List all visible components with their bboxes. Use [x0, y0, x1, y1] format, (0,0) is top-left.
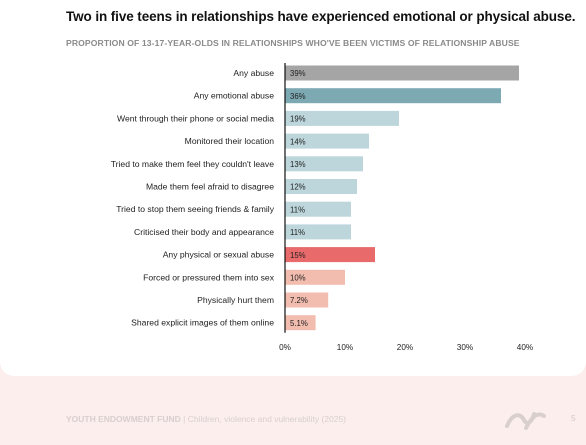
bar: [285, 247, 375, 263]
category-label: Went through their phone or social media: [117, 113, 274, 123]
data-label: 7.2%: [290, 296, 308, 305]
page-number: 5: [571, 413, 576, 423]
x-tick-label: 40%: [517, 343, 533, 352]
bar: [285, 179, 357, 194]
footer-org: YOUTH ENDOWMENT FUND: [66, 414, 181, 424]
category-label: Shared explicit images of them online: [131, 318, 274, 328]
data-label: 14%: [290, 137, 306, 146]
bar-chart: Any abuse 39% Any emotional abuse 36% Went t…: [111, 63, 533, 352]
category-label: Any abuse: [233, 68, 274, 78]
bar: [285, 224, 351, 240]
data-label: 36%: [290, 92, 306, 101]
report-card: Two in five teens in relationships have …: [0, 0, 586, 376]
bar: [285, 110, 399, 126]
category-label: Any emotional abuse: [194, 91, 274, 101]
bar: [285, 156, 363, 172]
category-label: Tried to stop them seeing friends & fami…: [116, 204, 274, 214]
category-label: Monitored their location: [185, 136, 275, 146]
bar: [285, 292, 329, 308]
bar: [285, 133, 369, 149]
data-label: 5.1%: [290, 319, 308, 328]
chart-subtitle: PROPORTION OF 13-17-YEAR-OLDS IN RELATIO…: [66, 38, 520, 48]
category-label: Any physical or sexual abuse: [163, 250, 275, 260]
category-label: Made them feel afraid to disagree: [146, 182, 274, 192]
x-tick-label: 0%: [279, 343, 291, 352]
data-label: 11%: [290, 205, 305, 214]
bar: [285, 65, 519, 81]
footer-publication: Children, violence and vulnerability (20…: [187, 414, 347, 424]
category-label: Criticised their body and appearance: [134, 227, 274, 237]
category-label: Forced or pressured them into sex: [143, 272, 275, 282]
chart-title: Two in five teens in relationships have …: [66, 9, 576, 24]
data-label: 39%: [290, 69, 306, 78]
bar: [285, 269, 345, 285]
category-label: Physically hurt them: [197, 295, 274, 305]
x-tick-label: 20%: [397, 343, 413, 352]
x-tick-label: 30%: [457, 343, 473, 352]
data-label: 19%: [290, 115, 306, 124]
data-label: 12%: [290, 183, 306, 192]
yef-logo-icon: [505, 412, 546, 430]
data-label: 15%: [290, 251, 306, 260]
data-label: 13%: [290, 160, 306, 169]
data-label: 11%: [290, 228, 305, 237]
category-label: Tried to make them feel they couldn't le…: [111, 159, 274, 169]
footer: YOUTH ENDOWMENT FUND | Children, violenc…: [66, 414, 346, 424]
bar: [285, 201, 351, 217]
x-tick-label: 10%: [337, 343, 353, 352]
data-label: 10%: [290, 274, 306, 283]
footer-separator: |: [183, 414, 186, 424]
bar: [285, 88, 501, 104]
bar: [285, 315, 316, 331]
